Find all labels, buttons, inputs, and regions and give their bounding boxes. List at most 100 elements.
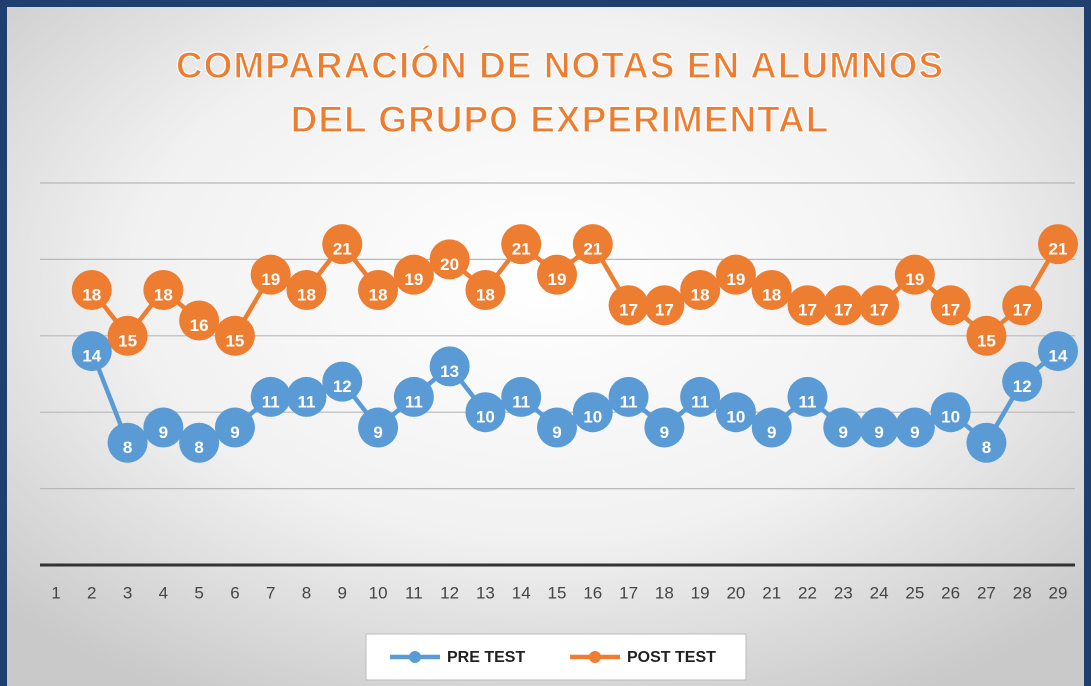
- point: [429, 346, 470, 387]
- data-label: 11: [405, 392, 423, 411]
- x-tick-label: 15: [548, 583, 567, 602]
- data-label: 18: [82, 285, 101, 304]
- data-label: 18: [691, 285, 710, 304]
- data-label: 9: [230, 423, 239, 442]
- point: [608, 376, 649, 417]
- data-label: 8: [123, 438, 132, 457]
- data-label: 11: [691, 392, 709, 411]
- data-label: 11: [298, 392, 316, 411]
- data-label: 21: [1049, 240, 1068, 259]
- data-label: 10: [726, 408, 745, 427]
- x-tick-label: 22: [798, 583, 817, 602]
- data-label: 19: [261, 270, 280, 289]
- point: [680, 376, 721, 417]
- point: [1038, 331, 1078, 372]
- x-tick-label: 2: [87, 583, 96, 602]
- point: [572, 224, 613, 265]
- point: [465, 269, 506, 310]
- point: [143, 269, 184, 310]
- point: [214, 407, 255, 448]
- point: [214, 315, 255, 356]
- point: [465, 392, 506, 433]
- data-label: 17: [941, 301, 960, 320]
- data-label: 9: [874, 423, 883, 442]
- x-tick-label: 20: [726, 583, 745, 602]
- x-tick-label: 17: [619, 583, 638, 602]
- point: [608, 285, 649, 326]
- point: [250, 376, 291, 417]
- point: [322, 224, 363, 265]
- data-label: 15: [118, 331, 137, 350]
- data-label: 21: [512, 240, 531, 259]
- x-tick-label: 25: [905, 583, 924, 602]
- data-label: 17: [798, 301, 817, 320]
- point: [644, 285, 685, 326]
- point: [644, 407, 685, 448]
- data-label: 13: [440, 362, 459, 381]
- data-label: 15: [977, 331, 996, 350]
- data-label: 15: [225, 331, 244, 350]
- background: [7, 7, 1084, 686]
- x-tick-label: 5: [194, 583, 203, 602]
- x-tick-label: 7: [266, 583, 275, 602]
- point: [107, 315, 148, 356]
- point: [358, 269, 399, 310]
- data-label: 18: [154, 285, 173, 304]
- point: [393, 376, 434, 417]
- point: [286, 269, 327, 310]
- x-tick-label: 19: [691, 583, 710, 602]
- point: [572, 392, 613, 433]
- data-label: 18: [297, 285, 316, 304]
- x-tick-label: 24: [870, 583, 889, 602]
- point: [71, 269, 112, 310]
- data-label: 10: [476, 408, 495, 427]
- data-label: 9: [552, 423, 561, 442]
- x-tick-label: 14: [512, 583, 531, 602]
- legend-label: POST TEST: [627, 649, 716, 666]
- point: [715, 392, 756, 433]
- point: [859, 285, 900, 326]
- data-label: 16: [190, 316, 209, 335]
- data-label: 9: [373, 423, 382, 442]
- point: [1002, 361, 1043, 402]
- data-label: 10: [583, 408, 602, 427]
- point: [179, 300, 220, 341]
- data-label: 10: [941, 408, 960, 427]
- data-label: 11: [512, 392, 530, 411]
- point: [787, 285, 828, 326]
- legend-label: PRE TEST: [447, 649, 525, 666]
- data-label: 9: [159, 423, 168, 442]
- data-label: 14: [1049, 347, 1068, 366]
- point: [966, 422, 1007, 463]
- point: [787, 376, 828, 417]
- point: [680, 269, 721, 310]
- x-tick-label: 4: [159, 583, 168, 602]
- x-tick-label: 26: [941, 583, 960, 602]
- point: [823, 285, 864, 326]
- data-label: 20: [440, 255, 459, 274]
- point: [250, 254, 291, 295]
- data-label: 9: [767, 423, 776, 442]
- point: [71, 331, 112, 372]
- x-tick-label: 27: [977, 583, 996, 602]
- data-label: 8: [982, 438, 991, 457]
- x-tick-label: 11: [405, 583, 423, 602]
- x-tick-label: 8: [302, 583, 311, 602]
- data-label: 19: [726, 270, 745, 289]
- x-tick-label: 6: [230, 583, 239, 602]
- point: [823, 407, 864, 448]
- x-tick-label: 21: [762, 583, 781, 602]
- x-tick-label: 29: [1049, 583, 1068, 602]
- data-label: 18: [476, 285, 495, 304]
- data-label: 17: [834, 301, 853, 320]
- point: [966, 315, 1007, 356]
- x-tick-label: 1: [51, 583, 60, 602]
- point: [501, 224, 542, 265]
- point: [1002, 285, 1043, 326]
- data-label: 9: [910, 423, 919, 442]
- point: [894, 407, 935, 448]
- x-tick-label: 23: [834, 583, 853, 602]
- data-label: 21: [583, 240, 602, 259]
- point: [537, 407, 577, 448]
